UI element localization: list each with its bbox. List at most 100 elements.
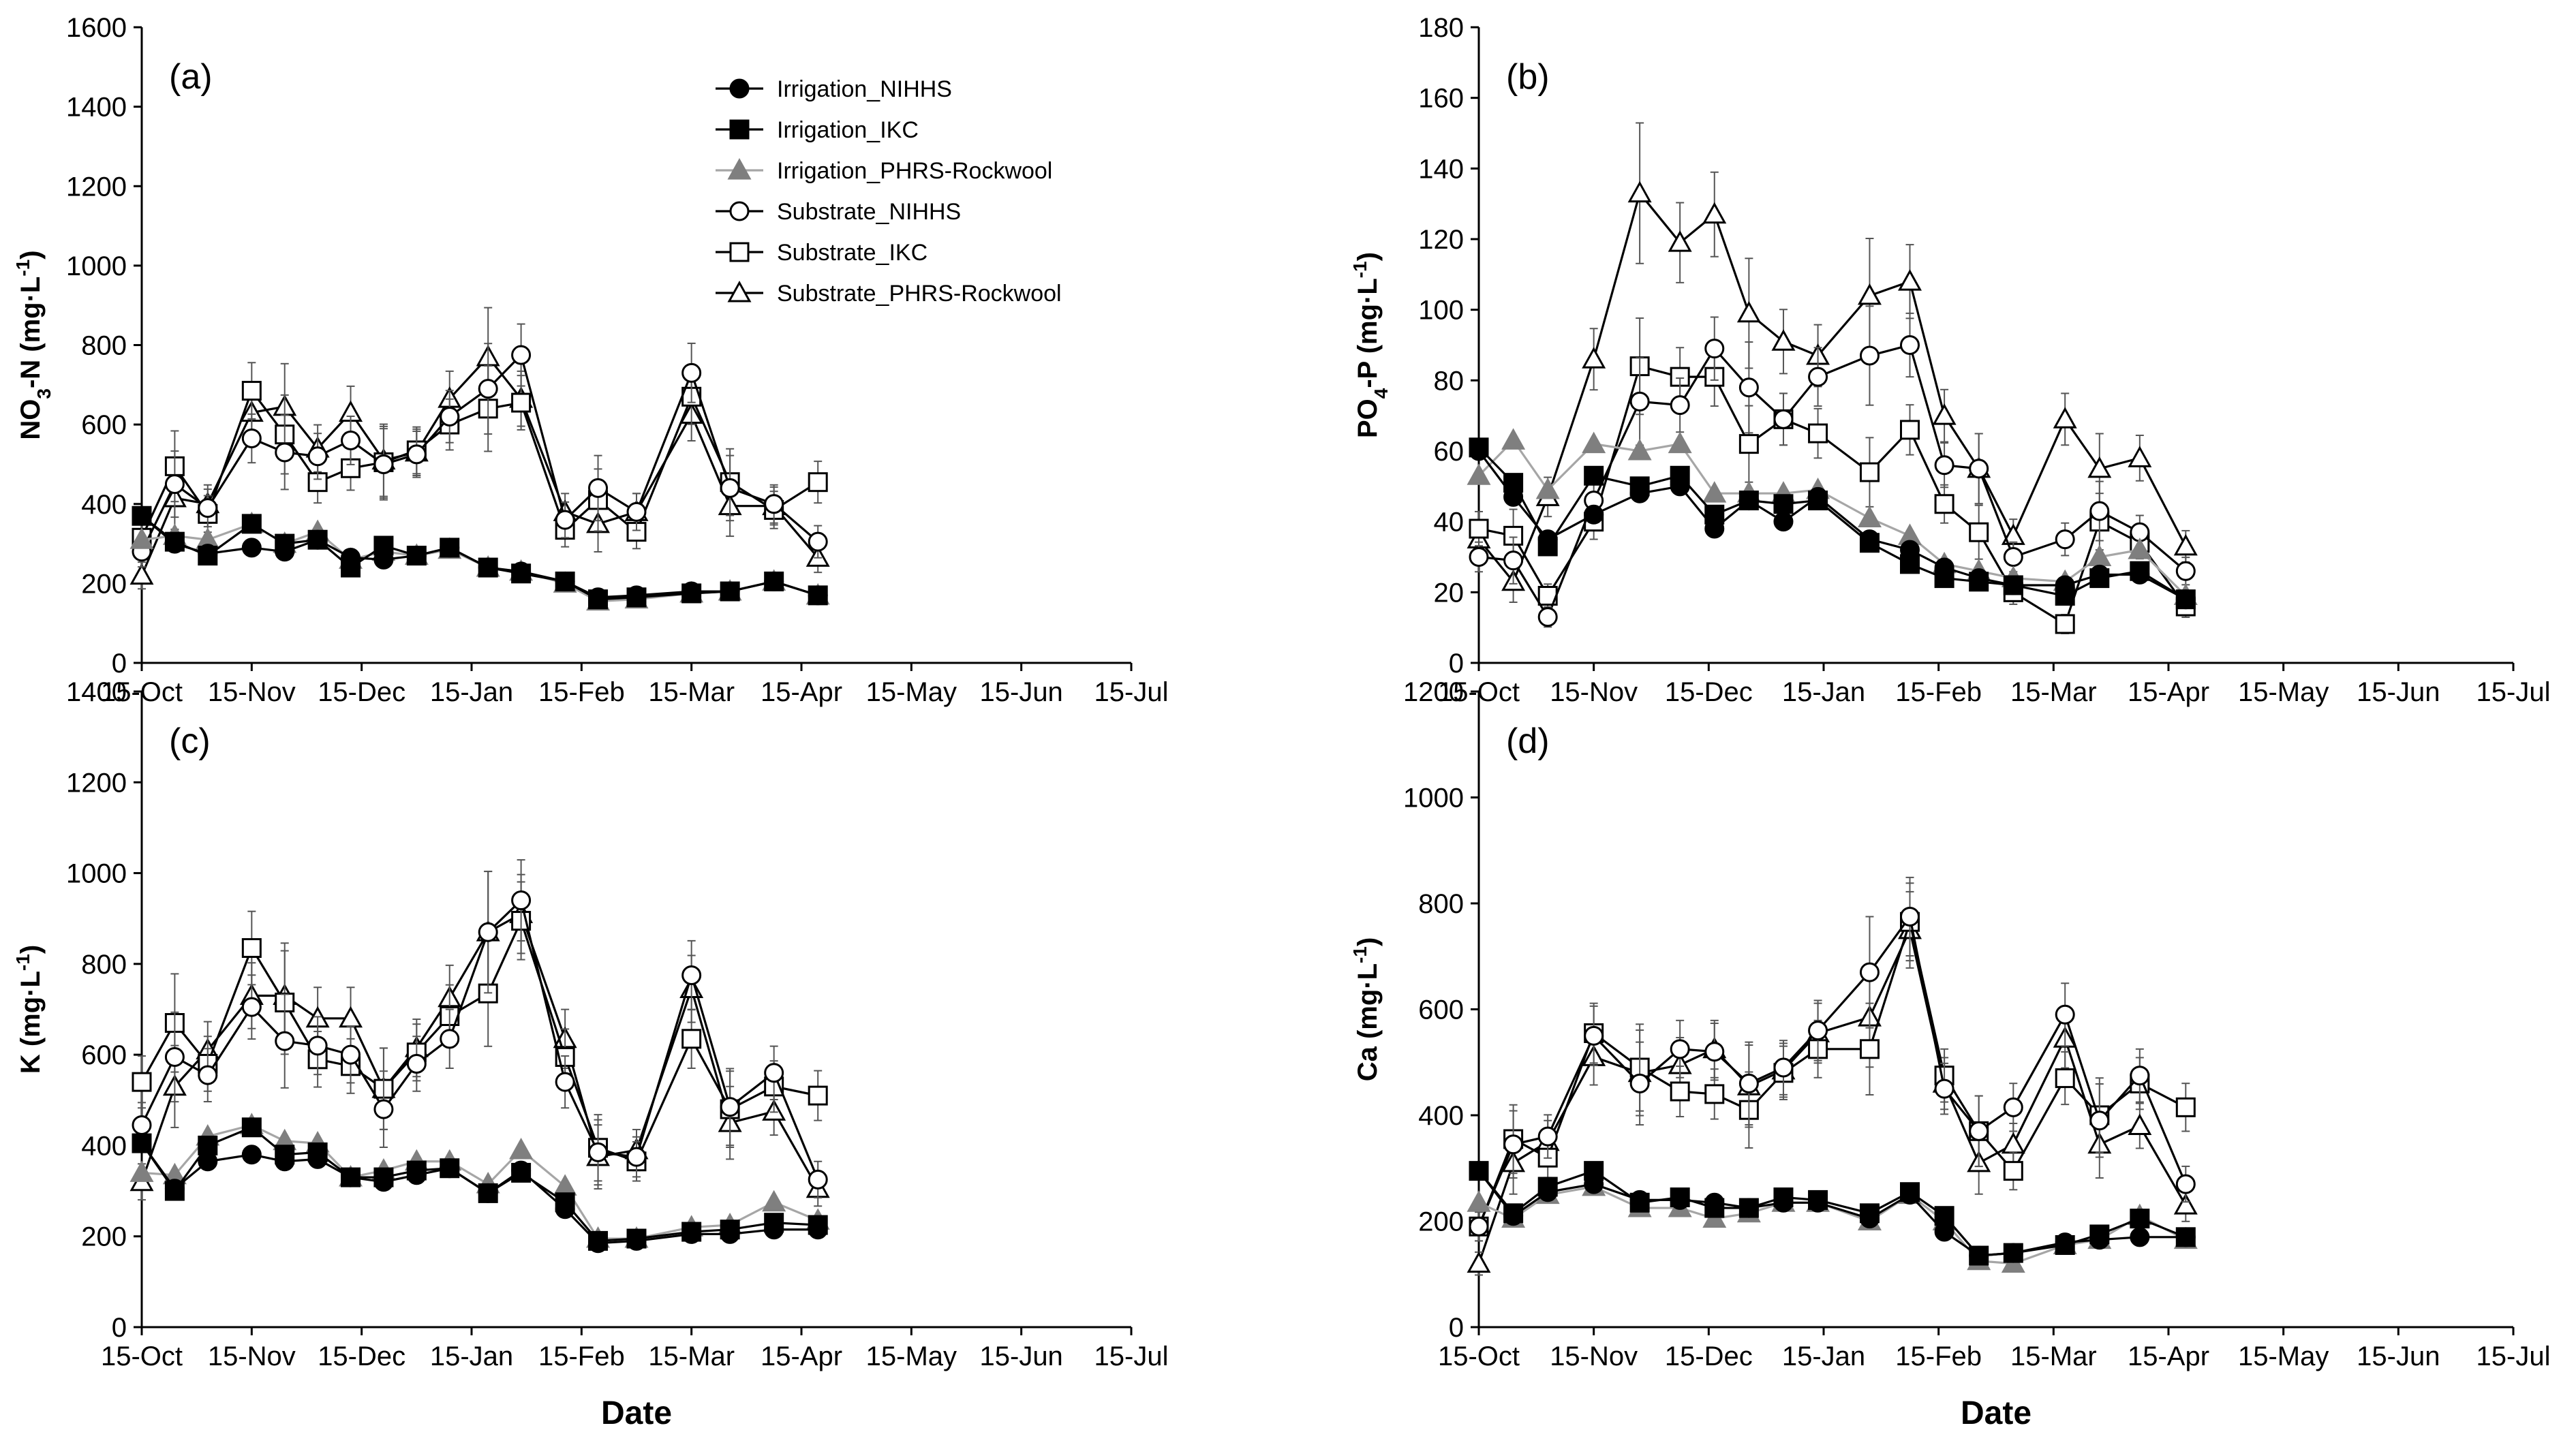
series-Irrigation_NIHHS — [132, 1133, 828, 1254]
data-point — [2175, 589, 2196, 610]
data-point — [626, 585, 647, 606]
data-point — [129, 563, 154, 585]
data-point — [1857, 506, 1882, 527]
legend-entry: Substrate_PHRS-Rockwool — [716, 280, 1062, 307]
data-point — [764, 1219, 784, 1240]
data-point — [1702, 481, 1727, 503]
data-point — [1934, 1078, 1954, 1099]
x-tick-label: 15-Jun — [2357, 1341, 2440, 1371]
y-label-main: Ca (mg·L — [1353, 963, 1383, 1081]
x-tick-label: 15-Apr — [2128, 677, 2209, 707]
y-label-sup: -1 — [1349, 261, 1370, 278]
data-point — [307, 446, 328, 467]
y-axis-label: K (mg·L-1) — [12, 945, 46, 1074]
y-tick-label: 1000 — [66, 859, 127, 889]
data-point — [478, 922, 498, 942]
series-Substrate_NIHHS — [1469, 876, 2196, 1242]
data-point — [2003, 575, 2023, 595]
y-tick-label: 80 — [1434, 366, 1465, 396]
y-tick-label: 800 — [81, 331, 127, 361]
y-tick-label: 0 — [1449, 649, 1464, 679]
data-point — [440, 1029, 460, 1049]
data-point — [2089, 1230, 2110, 1250]
y-label-sup: -1 — [12, 260, 33, 277]
x-tick-label: 15-Jul — [1094, 1341, 1169, 1371]
data-point — [1857, 283, 1882, 305]
data-point — [1469, 1161, 1489, 1181]
data-point — [2175, 1227, 2196, 1247]
data-point — [241, 1145, 262, 1165]
data-point — [1738, 1198, 1759, 1218]
y-tick-label: 120 — [1418, 225, 1464, 255]
data-point — [1469, 441, 1489, 461]
legend-label: Irrigation_NIHHS — [777, 76, 952, 102]
x-tick-label: 15-Dec — [318, 1341, 405, 1371]
y-tick-label: 20 — [1434, 578, 1465, 608]
y-tick-label: 800 — [81, 950, 127, 980]
data-point — [681, 1029, 702, 1049]
y-tick-label: 800 — [1418, 889, 1464, 919]
x-tick-label: 15-May — [2238, 677, 2329, 707]
y-tick-label: 400 — [81, 1131, 127, 1161]
panels-group: 0200400600800100012001400160015-Oct15-No… — [12, 13, 2551, 1431]
series-Substrate_PHRS-Rockwool — [129, 871, 830, 1207]
y-label-sup: -1 — [1349, 946, 1370, 963]
data-point — [1934, 557, 1954, 578]
data-point — [1859, 462, 1880, 482]
data-point — [1771, 329, 1796, 351]
data-point — [2175, 1174, 2196, 1194]
data-point — [1584, 1025, 1604, 1046]
data-point — [1773, 512, 1794, 532]
x-axis-label: Date — [1961, 1395, 2031, 1431]
data-point — [129, 1160, 154, 1182]
data-point — [198, 498, 218, 518]
x-tick-label: 15-Jul — [2477, 1341, 2551, 1371]
data-point — [553, 1174, 577, 1196]
data-point — [764, 1063, 784, 1083]
data-point — [2175, 561, 2196, 581]
data-point — [808, 585, 828, 606]
y-tick-label: 1000 — [66, 251, 127, 281]
data-point — [1467, 463, 1491, 485]
series-line — [1478, 1185, 2187, 1265]
data-point — [1900, 420, 1920, 440]
y-tick-label: 60 — [1434, 437, 1465, 467]
data-point — [132, 1072, 152, 1092]
y-axis-label: Ca (mg·L-1) — [1349, 937, 1383, 1082]
data-point — [1738, 434, 1759, 454]
data-point — [681, 965, 702, 986]
data-point — [406, 444, 427, 465]
data-point — [2087, 456, 2112, 478]
x-tick-label: 15-Mar — [648, 677, 735, 707]
data-point — [341, 1044, 361, 1065]
panel-label: (a) — [169, 57, 213, 97]
data-point — [2089, 1110, 2110, 1131]
x-tick-label: 15-Dec — [318, 677, 405, 707]
x-tick-label: 15-Jan — [430, 677, 513, 707]
data-point — [307, 1036, 328, 1056]
data-point — [762, 1190, 786, 1212]
data-point — [2055, 1232, 2075, 1253]
data-point — [1584, 465, 1604, 486]
y-tick-label: 200 — [81, 1222, 127, 1252]
data-point — [2055, 1004, 2075, 1025]
data-point — [478, 557, 498, 578]
data-point — [341, 430, 361, 450]
legend-marker — [727, 280, 752, 302]
data-point — [1808, 367, 1828, 387]
x-tick-label: 15-Jan — [1782, 1341, 1865, 1371]
y-label-end: ) — [16, 945, 46, 954]
x-tick-label: 15-Dec — [1665, 1341, 1753, 1371]
legend-label: Irrigation_IKC — [777, 117, 919, 143]
x-tick-label: 15-Mar — [2010, 677, 2097, 707]
series-Irrigation_NIHHS — [1469, 1161, 2196, 1266]
legend-marker — [729, 78, 750, 99]
y-tick-label: 1400 — [66, 93, 127, 123]
data-point — [1469, 518, 1489, 539]
data-point — [720, 1097, 740, 1117]
data-point — [555, 1199, 575, 1219]
series-Substrate_PHRS-Rockwool — [129, 307, 830, 590]
data-point — [164, 1046, 185, 1067]
data-point — [1537, 1126, 1558, 1147]
